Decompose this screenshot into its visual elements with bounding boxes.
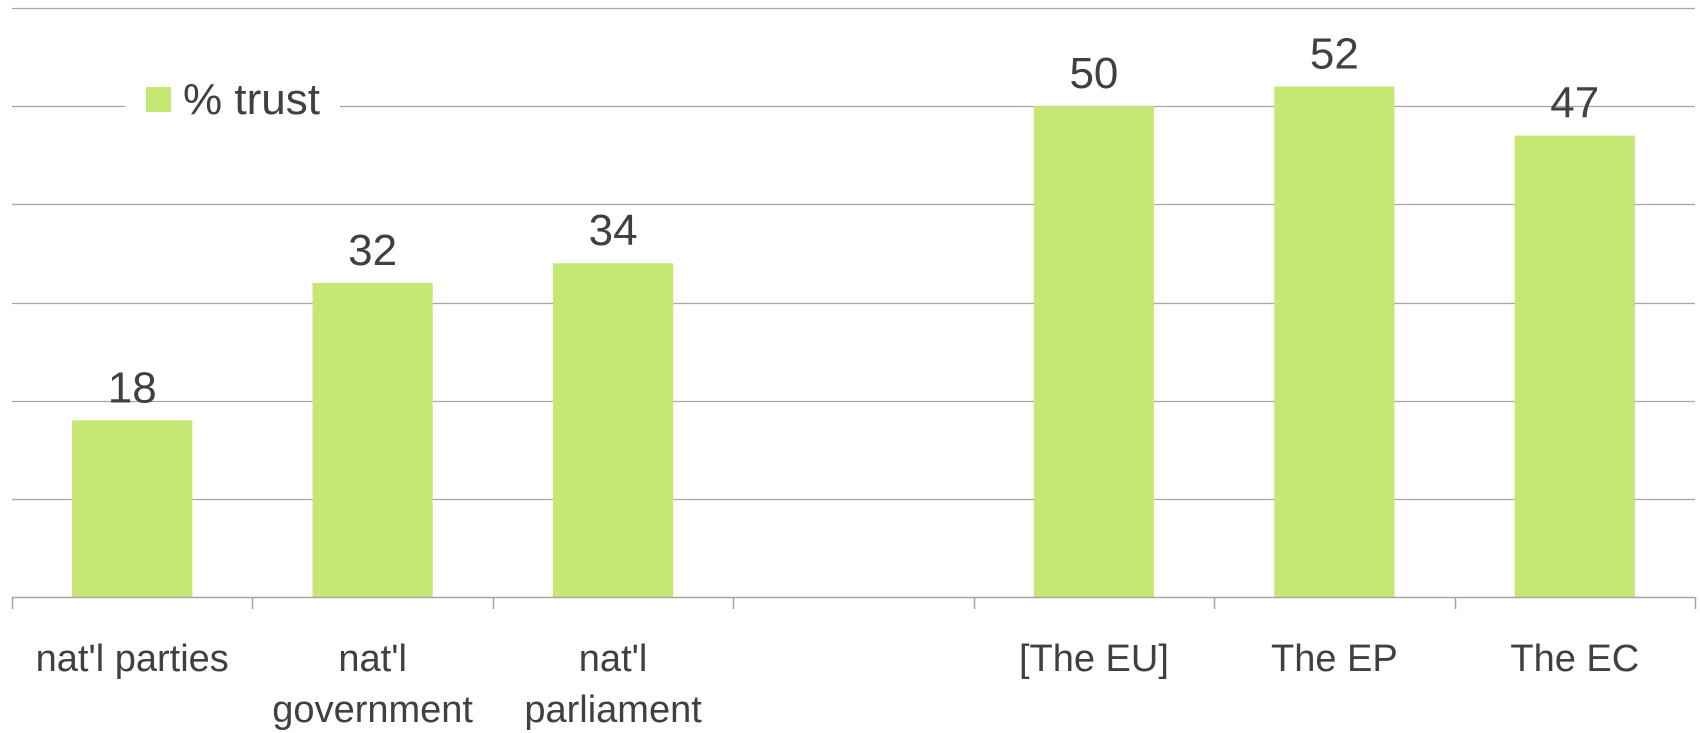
data-labels: 18 32 34 50 52 47 (108, 30, 1600, 413)
data-label: 47 (1550, 79, 1599, 128)
x-tick-label: nat'l parties (36, 638, 229, 680)
x-tick-label: nat'l (338, 638, 407, 680)
x-tick-label: The EP (1271, 638, 1398, 680)
data-label: 18 (108, 363, 157, 412)
x-tick-label: government (272, 689, 473, 731)
legend-swatch (146, 87, 171, 112)
bar (312, 282, 433, 597)
data-label: 34 (589, 206, 638, 255)
x-tick-label: parliament (524, 689, 702, 731)
x-tick-label: [The EU] (1019, 638, 1169, 680)
data-label: 52 (1310, 30, 1359, 79)
x-tick-label: The EC (1510, 638, 1639, 680)
legend: % trust (125, 70, 340, 132)
x-tick-labels: nat'l parties nat'l government nat'l parliam… (36, 638, 1640, 731)
bars (72, 86, 1635, 598)
legend-label: % trust (183, 75, 320, 124)
x-tick-label: nat'l (579, 638, 648, 680)
data-label: 32 (348, 226, 397, 275)
bar (1033, 106, 1155, 598)
x-axis (11, 596, 1697, 609)
bar (1274, 86, 1395, 598)
bar (1514, 135, 1635, 597)
bar (552, 263, 674, 597)
data-label: 50 (1069, 49, 1118, 98)
bar (72, 420, 193, 597)
